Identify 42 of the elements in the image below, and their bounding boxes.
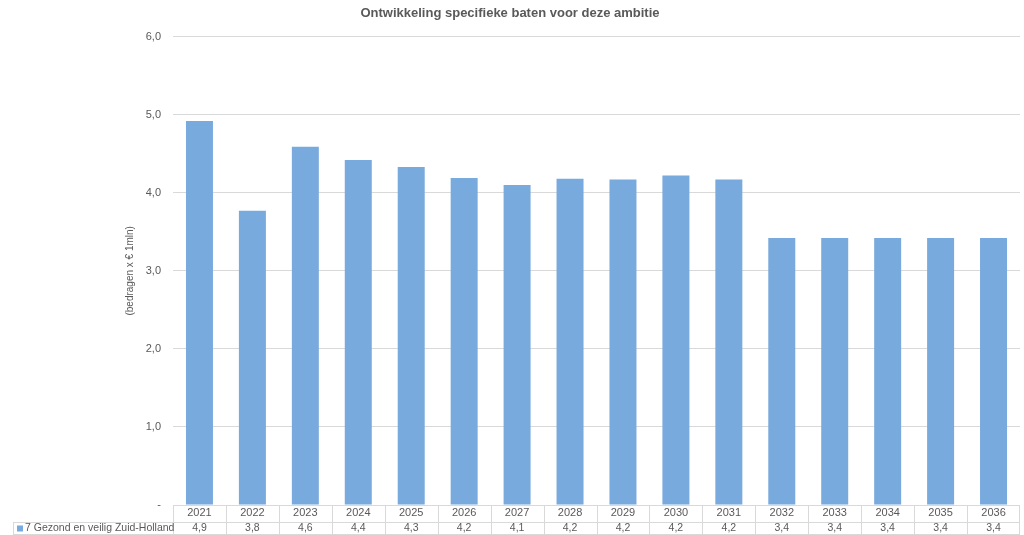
x-tick-label: 2025	[398, 505, 424, 518]
y-tick-label: 3,0	[145, 263, 161, 276]
x-tick-label: 2022	[240, 505, 265, 518]
data-label: 4,9	[192, 521, 207, 534]
x-tick-label: 2033	[822, 505, 847, 518]
data-label: 4,1	[509, 521, 525, 534]
data-label: 4,2	[615, 521, 631, 534]
data-label: 4,2	[721, 521, 737, 534]
x-tick-label: 2032	[769, 505, 795, 518]
data-label: 4,4	[350, 521, 366, 534]
y-tick-label: 5,0	[145, 107, 161, 120]
data-label: 3,4	[827, 521, 843, 534]
chart-title: Ontwikkeling specifieke baten voor deze ambitie	[360, 5, 660, 21]
data-label: 4,2	[562, 521, 578, 534]
x-tick-label: 2031	[716, 505, 742, 518]
x-tick-label: 2036	[981, 505, 1006, 518]
data-label: 4,2	[456, 521, 472, 534]
x-tick-label: 2035	[928, 505, 953, 518]
y-tick-label: -	[157, 498, 162, 511]
data-label: 4,3	[403, 521, 419, 534]
x-tick-label: 2030	[663, 505, 689, 518]
x-tick-label: 2029	[610, 505, 636, 518]
y-axis-title: (bedragen x € 1mln)	[123, 226, 135, 316]
y-tick-label: 4,0	[145, 185, 161, 198]
y-tick-label: 6,0	[145, 29, 161, 42]
x-tick-label: 2034	[875, 505, 900, 518]
data-label: 3,4	[933, 521, 949, 534]
data-label: 3,4	[774, 521, 790, 534]
legend-label: 7 Gezond en veilig Zuid-Holland	[25, 521, 175, 534]
x-tick-label: 2027	[504, 505, 530, 518]
data-label: 3,4	[986, 521, 1001, 534]
data-label: 4,2	[668, 521, 684, 534]
data-label: 3,8	[245, 521, 260, 534]
data-label: 3,4	[880, 521, 896, 534]
x-tick-label: 2021	[187, 505, 212, 518]
x-tick-label: 2024	[346, 505, 371, 518]
data-label: 4,6	[298, 521, 313, 534]
x-tick-label: 2028	[557, 505, 583, 518]
y-tick-label: 2,0	[145, 341, 161, 354]
x-tick-label: 2023	[293, 505, 318, 518]
x-tick-label: 2026	[451, 505, 477, 518]
y-tick-label: 1,0	[145, 419, 161, 432]
